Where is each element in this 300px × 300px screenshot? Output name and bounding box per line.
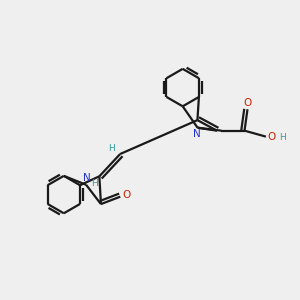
Text: H: H xyxy=(108,144,115,153)
Text: O: O xyxy=(123,190,131,200)
Text: N: N xyxy=(83,173,91,183)
Text: O: O xyxy=(268,132,276,142)
Text: H: H xyxy=(91,179,98,188)
Text: H: H xyxy=(279,133,286,142)
Text: N: N xyxy=(193,129,201,139)
Text: O: O xyxy=(243,98,252,108)
